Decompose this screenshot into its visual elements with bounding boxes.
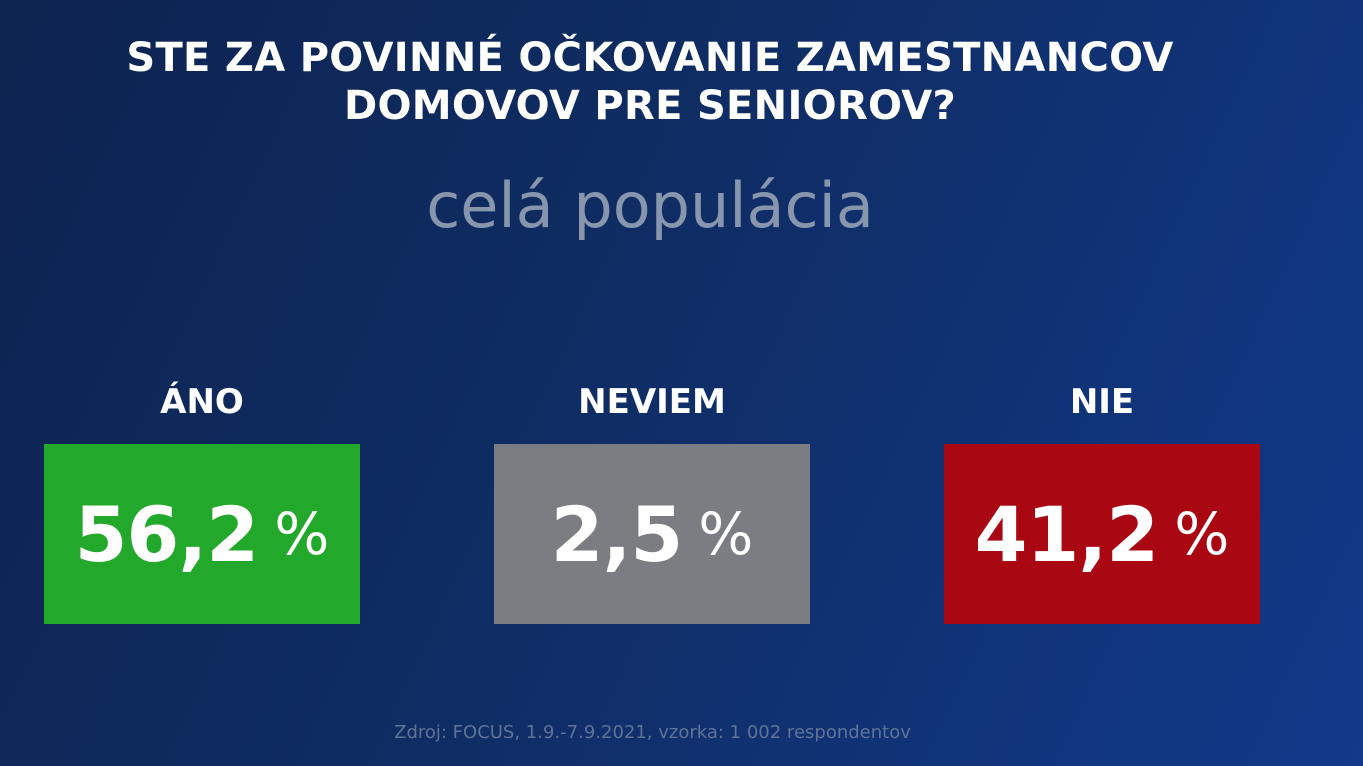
answer-dont-know-value: 2,5 bbox=[550, 489, 684, 579]
answer-no-box: 41,2 % bbox=[944, 444, 1260, 624]
answer-no: NIE 41,2 % bbox=[944, 380, 1260, 624]
chart-title-line-2: DOMOVOV PRE SENIOROV? bbox=[343, 83, 957, 129]
answer-yes-box: 56,2 % bbox=[44, 444, 360, 624]
answer-no-value: 41,2 bbox=[974, 489, 1160, 579]
chart-title: STE ZA POVINNÉ OČKOVANIE ZAMESTNANCOV DO… bbox=[0, 34, 1300, 130]
answer-yes-label: ÁNO bbox=[160, 382, 244, 422]
chart-subtitle: celá populácia bbox=[426, 169, 874, 242]
answer-yes: ÁNO 56,2 % bbox=[44, 380, 360, 624]
answer-dont-know-box: 2,5 % bbox=[494, 444, 810, 624]
answer-no-unit: % bbox=[1174, 500, 1230, 568]
answer-dont-know-unit: % bbox=[698, 500, 754, 568]
answer-dont-know-label: NEVIEM bbox=[578, 382, 726, 422]
answer-dont-know: NEVIEM 2,5 % bbox=[494, 380, 810, 624]
source-note: Zdroj: FOCUS, 1.9.-7.9.2021, vzorka: 1 0… bbox=[394, 722, 911, 743]
answer-yes-value: 56,2 bbox=[74, 489, 260, 579]
answer-no-label: NIE bbox=[1069, 382, 1135, 422]
chart-title-line-1: STE ZA POVINNÉ OČKOVANIE ZAMESTNANCOV bbox=[126, 35, 1174, 81]
answer-yes-unit: % bbox=[274, 500, 330, 568]
